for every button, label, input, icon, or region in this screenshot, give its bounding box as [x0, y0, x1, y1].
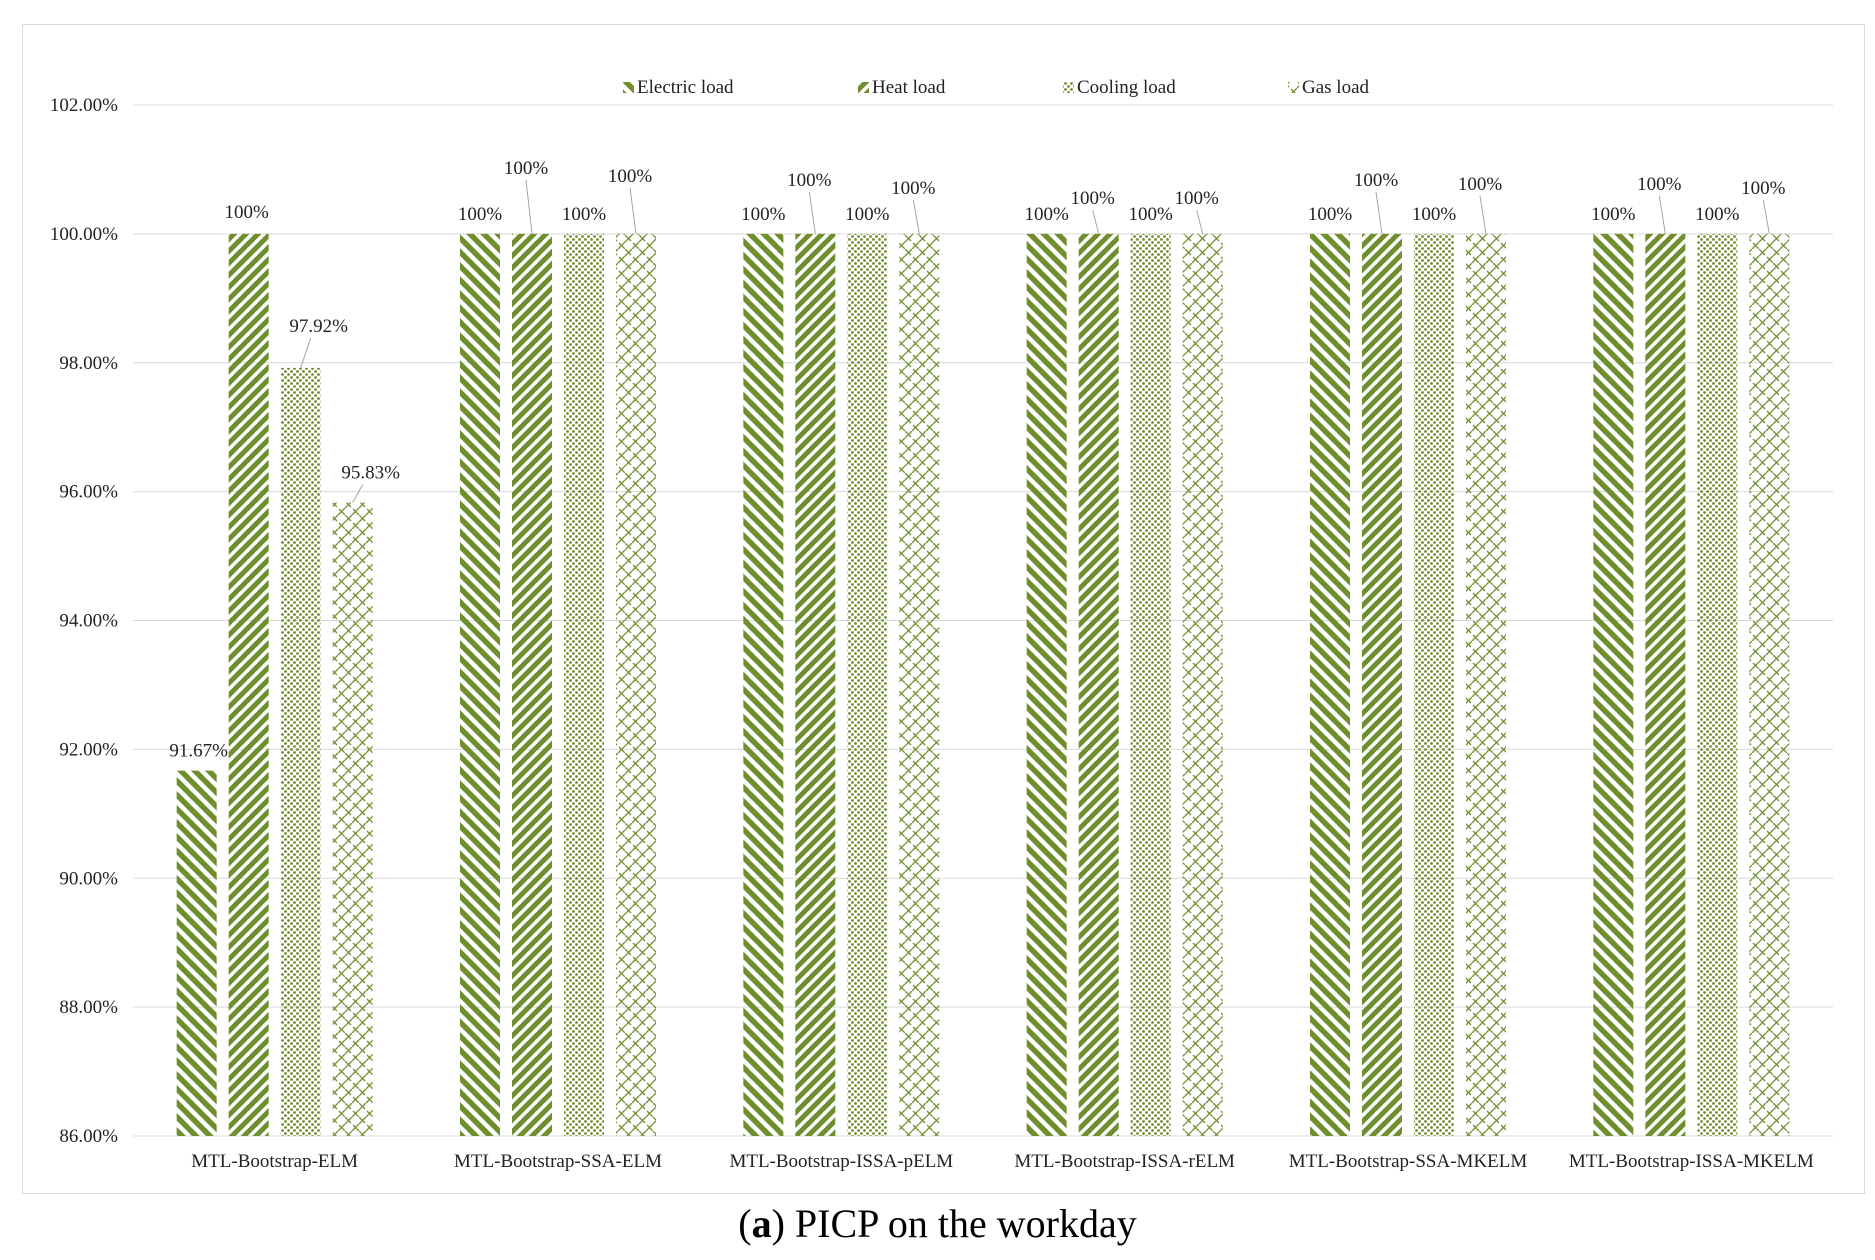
chart-svg: 86.00% 88.00% 90.00% 92.00% 94.00% 96.00% 98.0… [50, 77, 1833, 1172]
data-label-gas-load-mtl-bootstrap-elm: 95.83% [341, 463, 400, 484]
bar-cooling-load-mtl-bootstrap-elm [280, 367, 321, 1136]
bar-cooling-load-mtl-bootstrap-ssa-mkelm [1414, 233, 1454, 1136]
data-label-cooling-load-mtl-bootstrap-ssa-elm: 100% [562, 204, 607, 225]
data-label-cooling-load-mtl-bootstrap-issa-pelm: 100% [845, 204, 890, 225]
legend-swatch-cooling-load [1063, 82, 1074, 93]
data-label-heat-load-mtl-bootstrap-elm: 100% [225, 202, 270, 223]
data-label-heat-load-mtl-bootstrap-ssa-mkelm: 100% [1354, 170, 1399, 191]
data-label-heat-load-mtl-bootstrap-issa-pelm: 100% [787, 170, 832, 191]
data-label-electric-load-mtl-bootstrap-elm: 91.67% [169, 741, 228, 762]
legend-label-gas-load: Gas load [1302, 77, 1370, 98]
data-label-heat-load-mtl-bootstrap-issa-mkelm: 100% [1637, 174, 1682, 195]
x-tick-label: MTL-Bootstrap-ISSA-pELM [729, 1151, 953, 1172]
leader-line [1658, 195, 1666, 234]
data-label-gas-load-mtl-bootstrap-issa-mkelm: 100% [1741, 178, 1786, 199]
y-tick-label: 90.00% [59, 868, 118, 889]
bar-gas-load-mtl-bootstrap-ssa-elm [616, 233, 656, 1136]
bar-electric-load-mtl-bootstrap-issa-relm [1026, 233, 1067, 1136]
bar-electric-load-mtl-bootstrap-ssa-mkelm [1310, 233, 1350, 1136]
data-label-cooling-load-mtl-bootstrap-issa-relm: 100% [1129, 204, 1174, 225]
leader-line [1196, 209, 1204, 234]
x-tick-label: MTL-Bootstrap-SSA-MKELM [1289, 1151, 1528, 1172]
data-label-cooling-load-mtl-bootstrap-elm: 97.92% [289, 316, 348, 337]
leader-line [629, 187, 637, 234]
bar-gas-load-mtl-bootstrap-ssa-mkelm [1466, 233, 1506, 1136]
bar-gas-load-mtl-bootstrap-issa-relm [1182, 233, 1223, 1136]
data-label-electric-load-mtl-bootstrap-issa-relm: 100% [1025, 204, 1070, 225]
data-label-gas-load-mtl-bootstrap-ssa-elm: 100% [608, 166, 653, 187]
data-label-electric-load-mtl-bootstrap-ssa-elm: 100% [458, 204, 503, 225]
bar-heat-load-mtl-bootstrap-ssa-mkelm [1362, 233, 1402, 1136]
bar-heat-load-mtl-bootstrap-issa-mkelm [1645, 233, 1686, 1136]
leader-line [1762, 199, 1770, 234]
legend: Electric load Heat load Cooling load Gas lo… [623, 77, 1370, 98]
legend-label-cooling-load: Cooling load [1077, 77, 1176, 98]
bar-gas-load-mtl-bootstrap-issa-pelm [899, 233, 940, 1136]
leader-line [912, 199, 920, 234]
y-tick-label: 94.00% [59, 611, 118, 632]
data-label-gas-load-mtl-bootstrap-issa-relm: 100% [1175, 188, 1220, 209]
figure-caption: (a) PICP on the workday [738, 1201, 1137, 1246]
leader-line [352, 484, 364, 503]
bar-heat-load-mtl-bootstrap-issa-relm [1078, 233, 1119, 1136]
y-tick-label: 88.00% [59, 997, 118, 1018]
caption-text: PICP on the workday [794, 1201, 1137, 1246]
y-tick-label: 86.00% [59, 1126, 118, 1147]
chart-frame: 86.00% 88.00% 90.00% 92.00% 94.00% 96.00% 98.0… [22, 24, 1865, 1194]
x-tick-label: MTL-Bootstrap-SSA-ELM [454, 1151, 662, 1172]
bar-cooling-load-mtl-bootstrap-ssa-elm [564, 233, 604, 1136]
grid-lines [133, 104, 1833, 1137]
bar-gas-load-mtl-bootstrap-issa-mkelm [1749, 233, 1790, 1136]
data-label-cooling-load-mtl-bootstrap-ssa-mkelm: 100% [1412, 204, 1457, 225]
legend-swatch-gas-load [1288, 82, 1299, 93]
data-label-heat-load-mtl-bootstrap-issa-relm: 100% [1071, 188, 1116, 209]
y-tick-label: 100.00% [50, 224, 118, 245]
leader-line [1092, 209, 1100, 234]
y-tick-label: 98.00% [59, 353, 118, 374]
x-axis-ticks: MTL-Bootstrap-ELM MTL-Bootstrap-SSA-ELM MT… [191, 1151, 1814, 1172]
leader-line [525, 179, 533, 234]
legend-swatch-electric-load [623, 82, 634, 93]
bar-gas-load-mtl-bootstrap-elm [332, 502, 373, 1137]
data-label-gas-load-mtl-bootstrap-issa-pelm: 100% [891, 178, 936, 199]
caption-label: a [751, 1201, 772, 1246]
bar-electric-load-mtl-bootstrap-elm [176, 770, 217, 1136]
data-label-electric-load-mtl-bootstrap-issa-mkelm: 100% [1591, 204, 1636, 225]
legend-label-heat-load: Heat load [872, 77, 946, 98]
x-tick-label: MTL-Bootstrap-ELM [191, 1151, 358, 1172]
bar-heat-load-mtl-bootstrap-issa-pelm [795, 233, 836, 1136]
data-label-cooling-load-mtl-bootstrap-issa-mkelm: 100% [1695, 204, 1740, 225]
leader-line [1375, 191, 1383, 234]
bar-cooling-load-mtl-bootstrap-issa-pelm [847, 233, 888, 1136]
bar-electric-load-mtl-bootstrap-issa-pelm [743, 233, 784, 1136]
data-label-electric-load-mtl-bootstrap-ssa-mkelm: 100% [1308, 204, 1353, 225]
leader-line [1479, 195, 1487, 234]
bar-cooling-load-mtl-bootstrap-issa-mkelm [1697, 233, 1738, 1136]
y-tick-label: 92.00% [59, 739, 118, 760]
bar-cooling-load-mtl-bootstrap-issa-relm [1130, 233, 1171, 1136]
bar-heat-load-mtl-bootstrap-elm [228, 233, 269, 1136]
data-label-gas-load-mtl-bootstrap-ssa-mkelm: 100% [1458, 174, 1503, 195]
bar-heat-load-mtl-bootstrap-ssa-elm [512, 233, 552, 1136]
data-label-heat-load-mtl-bootstrap-ssa-elm: 100% [504, 158, 549, 179]
bar-electric-load-mtl-bootstrap-ssa-elm [460, 233, 500, 1136]
data-labels: 91.67%100%97.92%95.83%100%100%100%100%10… [169, 158, 1785, 762]
y-tick-label: 96.00% [59, 482, 118, 503]
legend-swatch-heat-load [858, 82, 869, 93]
leader-line [300, 337, 312, 369]
x-tick-label: MTL-Bootstrap-ISSA-rELM [1014, 1151, 1235, 1172]
legend-label-electric-load: Electric load [637, 77, 734, 98]
y-tick-label: 102.00% [50, 95, 118, 116]
bars [176, 233, 1790, 1137]
data-label-electric-load-mtl-bootstrap-issa-pelm: 100% [741, 204, 786, 225]
x-tick-label: MTL-Bootstrap-ISSA-MKELM [1569, 1151, 1814, 1172]
bar-electric-load-mtl-bootstrap-issa-mkelm [1593, 233, 1634, 1136]
leader-line [808, 191, 816, 234]
y-axis-ticks: 86.00% 88.00% 90.00% 92.00% 94.00% 96.00% 98.0… [50, 95, 118, 1147]
